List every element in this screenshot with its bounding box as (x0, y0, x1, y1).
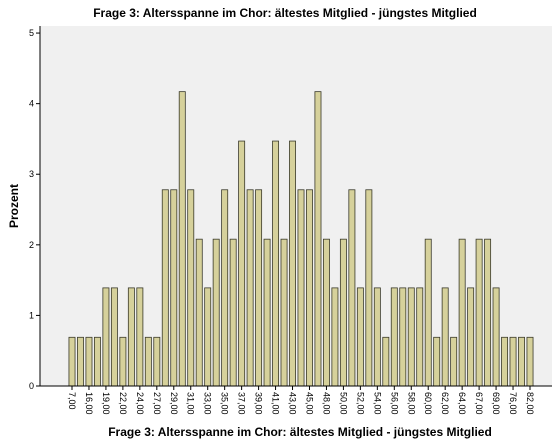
x-tick-label: 43,00 (288, 392, 298, 415)
bar (77, 336, 84, 387)
x-tick-label: 39,00 (254, 392, 264, 415)
bar (399, 287, 407, 387)
x-tick-label: 22,00 (118, 392, 128, 415)
x-tick-label: 54,00 (372, 392, 382, 415)
x-tick-label: 56,00 (389, 392, 399, 415)
bar (195, 238, 203, 387)
bar (119, 336, 127, 387)
x-tick-label: 52,00 (355, 392, 365, 415)
bar (390, 287, 398, 387)
bar (110, 287, 118, 387)
y-tick-label: 3 (29, 169, 34, 179)
bar (170, 189, 178, 387)
bar (127, 287, 135, 387)
bar (68, 336, 76, 387)
bar (306, 189, 313, 387)
x-tick-label: 45,00 (304, 392, 314, 415)
x-tick-label: 67,00 (474, 392, 484, 415)
bar (229, 238, 237, 387)
x-tick-label: 48,00 (321, 392, 331, 415)
chart-title: Frage 3: Altersspanne im Chor: ältestes … (93, 6, 477, 20)
x-tick-label: 64,00 (457, 392, 467, 415)
bar (102, 287, 110, 387)
bar (212, 238, 220, 387)
x-tick-label: 69,00 (491, 392, 501, 415)
x-tick-label: 82,00 (525, 392, 535, 415)
bar (272, 140, 280, 387)
y-tick-label: 4 (29, 99, 34, 109)
bar (475, 238, 483, 387)
x-tick-label: 50,00 (338, 392, 348, 415)
x-tick-label: 33,00 (203, 392, 213, 415)
bar (501, 336, 509, 387)
bar (492, 287, 500, 387)
y-tick-label: 0 (29, 381, 34, 391)
bar (161, 189, 169, 387)
bar (339, 238, 347, 387)
bar (356, 287, 364, 387)
x-tick-label: 76,00 (508, 392, 518, 415)
bar (153, 336, 161, 387)
bar (204, 287, 212, 387)
bar (314, 91, 322, 387)
bar (297, 189, 305, 387)
x-tick-label: 7,00 (67, 392, 77, 410)
bar (518, 336, 525, 387)
bar (424, 238, 432, 387)
bar (93, 336, 101, 387)
y-tick-label: 1 (29, 310, 34, 320)
x-tick-label: 27,00 (152, 392, 162, 415)
bar (238, 140, 246, 387)
bar (263, 238, 271, 387)
bar (407, 287, 415, 387)
bar (187, 189, 195, 387)
bar (144, 336, 152, 387)
bar (373, 287, 381, 387)
x-tick-label: 31,00 (186, 392, 196, 415)
y-tick-label: 5 (29, 28, 34, 38)
bar (433, 336, 441, 387)
bar (382, 336, 390, 387)
x-tick-label: 37,00 (237, 392, 247, 415)
bar (331, 287, 339, 387)
bar (85, 336, 93, 387)
x-tick-label: 29,00 (169, 392, 179, 415)
bar (441, 287, 449, 387)
bar (255, 189, 263, 387)
bar (280, 238, 288, 387)
x-tick-label: 62,00 (440, 392, 450, 415)
x-tick-label: 58,00 (406, 392, 416, 415)
bar (221, 189, 229, 387)
bar (136, 287, 144, 387)
plot-background (40, 26, 552, 386)
bar (509, 336, 517, 387)
x-tick-label: 24,00 (135, 392, 145, 415)
x-tick-label: 41,00 (271, 392, 281, 415)
bar (178, 91, 186, 387)
bar (526, 336, 534, 387)
bar (322, 238, 330, 387)
bar (467, 287, 475, 387)
bar (450, 336, 458, 387)
bar (416, 287, 424, 387)
bar (458, 238, 466, 387)
bar (484, 238, 492, 387)
bar (365, 189, 373, 387)
x-tick-label: 19,00 (101, 392, 111, 415)
bar (289, 140, 296, 387)
bar (246, 189, 254, 387)
x-tick-label: 16,00 (84, 392, 94, 415)
x-axis-title: Frage 3: Altersspanne im Chor: ältestes … (108, 425, 492, 439)
x-tick-label: 60,00 (423, 392, 433, 415)
y-tick-label: 2 (29, 240, 34, 250)
x-tick-label: 35,00 (220, 392, 230, 415)
y-axis-title: Prozent (7, 184, 21, 228)
bar (348, 189, 356, 387)
